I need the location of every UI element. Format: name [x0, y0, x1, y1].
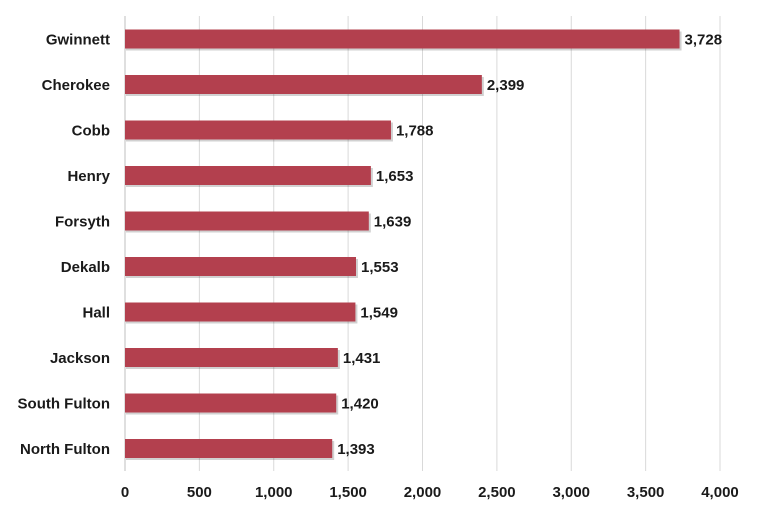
data-label: 1,431: [343, 350, 381, 367]
data-labels: 3,728 2,399 1,788 1,653 1,639 1,553 1,549 1,431…: [337, 32, 722, 459]
data-label: 3,728: [685, 32, 723, 49]
x-tick-label: 500: [187, 484, 212, 501]
x-tick-label: 2,500: [478, 484, 516, 501]
category-label: Cobb: [72, 123, 110, 140]
bar-gwinnett: [125, 29, 680, 49]
bar-north-fulton: [125, 439, 333, 458]
data-label: 1,420: [341, 396, 379, 413]
bar-dekalb: [125, 257, 357, 276]
x-tick-label: 1,000: [255, 484, 293, 501]
data-label: 1,553: [361, 259, 399, 276]
x-tick-label: 3,500: [627, 484, 665, 501]
bar-cobb: [125, 120, 391, 140]
bar-south-fulton: [125, 393, 337, 413]
category-labels: Gwinnett Cherokee Cobb Henry Forsyth Dekalb Ha…: [18, 32, 111, 459]
data-label: 2,399: [487, 77, 525, 94]
data-label: 1,639: [374, 214, 412, 231]
category-label: Jackson: [50, 350, 110, 367]
bar-cherokee: [125, 75, 482, 94]
data-label: 1,788: [396, 123, 434, 140]
category-label: Hall: [82, 305, 110, 322]
category-label: Cherokee: [42, 77, 110, 94]
x-tick-label: 3,000: [552, 484, 590, 501]
bar-henry: [125, 166, 371, 185]
x-tick-label: 0: [121, 484, 129, 501]
category-label: Dekalb: [61, 259, 110, 276]
category-label: South Fulton: [18, 396, 110, 413]
x-tick-label: 1,500: [329, 484, 367, 501]
x-tick-label: 2,000: [404, 484, 442, 501]
category-label: Forsyth: [55, 214, 110, 231]
category-label: Henry: [67, 168, 110, 185]
bars: [125, 29, 682, 460]
x-tick-label: 4,000: [701, 484, 739, 501]
bar-jackson: [125, 348, 338, 367]
category-label: Gwinnett: [46, 32, 110, 49]
category-label: North Fulton: [20, 441, 110, 458]
data-label: 1,653: [376, 168, 414, 185]
data-label: 1,549: [360, 305, 398, 322]
x-tick-labels: 0 500 1,000 1,500 2,000 2,500 3,000 3,500 4,000: [121, 484, 739, 501]
bar-hall: [125, 302, 356, 322]
bar-forsyth: [125, 211, 369, 231]
data-label: 1,393: [337, 441, 375, 458]
